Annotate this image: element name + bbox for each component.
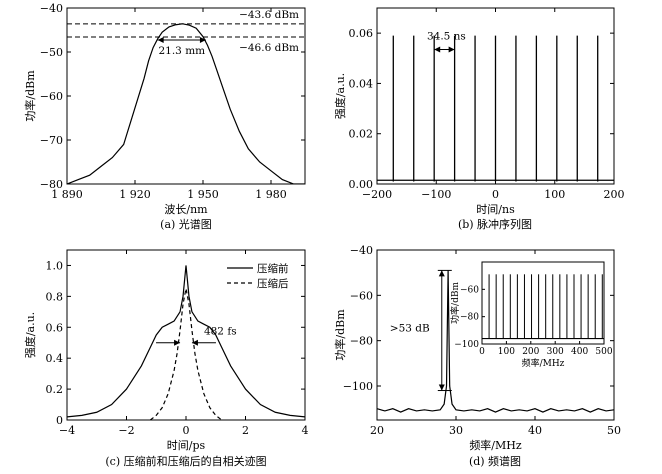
chart-d-ytick-label: −40 (350, 244, 373, 257)
chart-c-xlabel: 时间/ps (167, 439, 206, 452)
chart-c-annot-fwhm: 482 fs (204, 326, 237, 338)
chart-c-caption: (c) 压缩前和压缩后的自相关迹图 (105, 454, 266, 468)
chart-a-ylabel: 功率/dBm (23, 70, 37, 122)
chart-b-caption: (b) 脉冲序列图 (458, 217, 532, 231)
chart-b-ytick-label: 0.02 (349, 128, 374, 141)
chart-b-xlabel: 时间/ns (476, 203, 515, 216)
chart-c-frame (66, 249, 306, 421)
chart-c-legend-label-before: 压缩前 (257, 262, 289, 275)
chart-d-inset-xtick-label: 100 (498, 347, 515, 357)
chart-a-frame (66, 7, 306, 185)
chart-b-xtick-label: 100 (544, 188, 565, 201)
chart-d-annot-snr: >53 dB (390, 323, 430, 335)
chart-a-xtick-label: 1 920 (119, 188, 151, 201)
chart-d-inset-frame (481, 261, 605, 345)
chart-c-xtick-label: 0 (183, 424, 190, 437)
chart-a-xtick-label: 1 890 (51, 188, 83, 201)
chart-d-inset-xtick-label: 0 (479, 347, 485, 357)
chart-c-ytick-label: 1.0 (46, 259, 64, 272)
chart-d-inset-ytick-label: −60 (460, 285, 479, 295)
chart-a-width-arrowhead-left (157, 37, 164, 44)
chart-d-xtick-label: 50 (607, 424, 621, 437)
chart-d-ytick-label: −100 (343, 380, 373, 393)
chart-c-xtick-label: 4 (302, 424, 309, 437)
chart-d-xlabel: 频率/MHz (469, 438, 522, 452)
chart-c-xtick-label: −4 (59, 424, 75, 437)
chart-d-ytick-label: −80 (350, 335, 373, 348)
chart-b-period-arrowhead-right (448, 46, 455, 53)
chart-c-ytick-label: 0 (56, 414, 63, 427)
chart-a-ytick-label: −70 (40, 134, 63, 147)
chart-c-series-after (149, 288, 223, 420)
chart-d-inset-xlabel: 频率/MHz (522, 357, 565, 369)
chart-a-annot-width: 21.3 mm (158, 45, 205, 57)
chart-c-fwhm-arrowhead-right (191, 339, 198, 346)
chart-c-legend-label-after: 压缩后 (257, 277, 289, 290)
chart-c-ytick-label: 0.4 (46, 352, 64, 365)
chart-a-ytick-label: −80 (40, 178, 63, 191)
chart-c-xtick-label: −2 (118, 424, 134, 437)
chart-d-inset-xtick-label: 200 (522, 347, 539, 357)
chart-d-inset-ylabel: 功率/dBm (449, 282, 461, 324)
chart-b-ytick-label: 0.00 (349, 178, 374, 191)
chart-d-xtick-label: 20 (370, 424, 384, 437)
chart-a-width-arrowhead-right (199, 37, 206, 44)
chart-b-period-arrowhead-left (434, 46, 441, 53)
chart-a-ytick-label: −50 (40, 46, 63, 59)
chart-b-ylabel: 强度/a.u. (333, 73, 347, 119)
chart-d-xtick-label: 40 (528, 424, 542, 437)
chart-b-annot-period: 34.5 ns (427, 30, 466, 42)
chart-b-xtick-label: 200 (604, 188, 625, 201)
chart-c-series-before (67, 265, 305, 418)
chart-d-caption: (d) 频谱图 (469, 454, 521, 468)
chart-a-annot-3db: −46.6 dBm (239, 42, 299, 54)
chart-c-ytick-label: 0.2 (46, 383, 64, 396)
chart-a-annot-peak: −43.6 dBm (239, 9, 299, 21)
chart-c-ylabel: 强度/a.u. (23, 312, 37, 358)
chart-a-xtick-label: 1 980 (255, 188, 287, 201)
chart-d-inset-xtick-label: 500 (595, 347, 612, 357)
chart-d-snr-arrowhead-bottom (438, 384, 445, 391)
chart-c-xtick-label: 2 (242, 424, 249, 437)
chart-b-xtick-label: −200 (362, 188, 392, 201)
chart-b-xtick-label: 0 (492, 188, 499, 201)
chart-d-ytick-label: −60 (350, 289, 373, 302)
chart-a-caption: (a) 光谱图 (160, 217, 212, 231)
chart-d-snr-arrowhead-top (438, 270, 445, 277)
chart-a-xlabel: 波长/nm (164, 203, 208, 216)
chart-d-inset-xtick-label: 300 (547, 347, 564, 357)
chart-d-xtick-label: 30 (449, 424, 463, 437)
chart-b-ytick-label: 0.04 (349, 77, 374, 90)
chart-a-xtick-label: 1 950 (187, 188, 219, 201)
chart-c-fwhm-arrowhead-left (174, 339, 181, 346)
chart-c-ytick-label: 0.6 (46, 321, 64, 334)
chart-b-ytick-label: 0.06 (349, 27, 374, 40)
chart-b-xtick-label: −100 (421, 188, 451, 201)
chart-d-ylabel: 功率/dBm (333, 309, 347, 361)
chart-d-frame (376, 249, 615, 421)
chart-d-inset-ytick-label: −80 (460, 313, 479, 323)
chart-a-ytick-label: −60 (40, 90, 63, 103)
chart-d-inset-ytick-label: −100 (454, 340, 479, 350)
chart-a-ytick-label: −40 (40, 2, 63, 15)
chart-d-inset-xtick-label: 400 (571, 347, 588, 357)
chart-c-ytick-label: 0.8 (46, 290, 64, 303)
chart-d-spectrum-line (377, 270, 614, 413)
